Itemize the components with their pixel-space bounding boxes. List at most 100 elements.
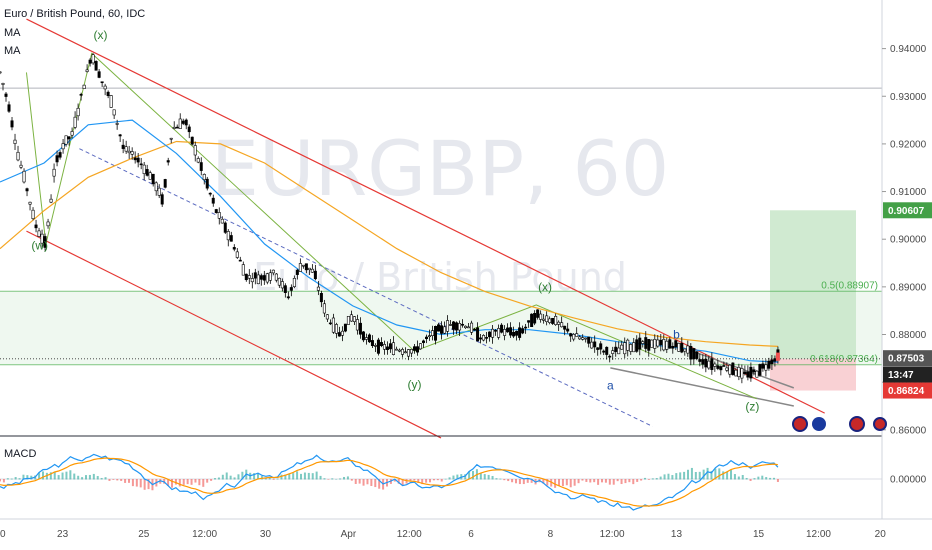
indicator-ma-1[interactable]: MA [4, 27, 21, 39]
candle-body [343, 323, 347, 332]
macd-histogram-bar [104, 477, 107, 480]
candle-body [605, 346, 609, 355]
macd-histogram-bar [182, 479, 185, 485]
candle-body [10, 120, 14, 128]
macd-histogram-bar [745, 477, 748, 480]
macd-histogram-bar [100, 477, 103, 480]
candle-body [109, 95, 113, 108]
candle-body [728, 364, 732, 375]
macd-histogram-bar [18, 478, 21, 480]
candle-body [73, 116, 77, 128]
macd-histogram-bar [57, 475, 60, 480]
candle-body [229, 235, 233, 242]
candle-body [638, 337, 642, 350]
candle-body [521, 328, 525, 334]
candle-body [319, 293, 323, 303]
macd-histogram-bar [73, 473, 76, 480]
macd-histogram-bar [128, 479, 131, 483]
candle-body [316, 286, 320, 291]
candle-body [479, 337, 483, 340]
x-tick-label: 20 [875, 529, 887, 540]
candle-body [223, 222, 227, 233]
macd-histogram-bar [448, 477, 451, 480]
macd-histogram-bar [456, 474, 459, 480]
candle-body [22, 170, 26, 183]
macd-histogram-bar [339, 478, 342, 480]
macd-histogram-bar [581, 479, 584, 481]
candle-body [37, 230, 41, 237]
candle-body [644, 337, 648, 349]
candle-body [608, 355, 612, 358]
candle-body [647, 339, 651, 351]
candle-body [620, 344, 624, 350]
macd-histogram-bar [417, 479, 420, 483]
macd-histogram-bar [468, 471, 471, 480]
uk-flag-icon[interactable] [849, 416, 865, 432]
candle-body [665, 340, 669, 350]
macd-histogram-bar [225, 472, 228, 480]
candle-body [379, 342, 383, 346]
candle-body [560, 322, 564, 328]
candle-body [449, 324, 453, 326]
macd-histogram-bar [210, 479, 213, 481]
eu-flag-icon[interactable] [812, 417, 826, 431]
x-tick-label: 12:00 [806, 529, 831, 540]
candle-body [241, 264, 245, 276]
macd-histogram-bar [679, 472, 682, 480]
macd-histogram-bar [331, 478, 334, 480]
candle-body [440, 325, 444, 334]
candle-body [346, 316, 350, 325]
candle-body [226, 231, 230, 241]
price-layer [0, 53, 780, 384]
candle-body [46, 221, 50, 227]
macd-histogram-bar [413, 479, 416, 481]
uk-flag-icon[interactable] [873, 417, 887, 431]
candle-body [31, 209, 35, 220]
candle-body [722, 365, 726, 367]
last-candle [775, 352, 780, 361]
candle-body [758, 364, 762, 376]
candle-body [76, 107, 80, 117]
candle-body [596, 347, 600, 350]
candle-body [79, 94, 83, 96]
macd-histogram-bar [77, 475, 80, 480]
macd-histogram-bar [374, 479, 377, 488]
macd-title[interactable]: MACD [4, 448, 37, 460]
indicator-ma-2[interactable]: MA [4, 45, 21, 57]
candle-body [632, 342, 636, 353]
macd-histogram-bar [749, 479, 752, 481]
macd-histogram-bar [624, 479, 627, 484]
macd-histogram-bar [550, 479, 553, 487]
event-icons[interactable] [792, 416, 887, 432]
macd-histogram-bar [112, 479, 115, 480]
candle-body [740, 368, 744, 379]
macd-histogram-bar [651, 478, 654, 480]
candle-body [509, 327, 513, 336]
symbol-title[interactable]: Euro / British Pound, 60, IDC [4, 8, 146, 20]
candle-body [701, 359, 705, 365]
macd-histogram-bar [569, 479, 572, 488]
wave-label: (z) [745, 400, 759, 414]
candle-body [443, 326, 447, 334]
macd-histogram-bar [362, 479, 365, 486]
candle-body [437, 324, 441, 332]
macd-histogram-bar [612, 479, 615, 485]
candle-body [58, 152, 62, 158]
candle-body [277, 277, 281, 286]
candle-body [746, 371, 750, 378]
candle-body [166, 160, 170, 163]
macd-histogram-bar [217, 477, 220, 480]
uk-flag-icon[interactable] [792, 416, 808, 432]
candle-body [698, 359, 702, 362]
candle-body [551, 317, 555, 324]
macd-histogram-bar [526, 479, 529, 483]
candle-body [313, 270, 317, 280]
candle-body [175, 126, 179, 129]
x-tick-label: Apr [341, 529, 357, 540]
candle-body [337, 332, 341, 337]
candle-body [563, 325, 567, 330]
macd-histogram-bar [765, 477, 768, 480]
macd-histogram-bar [116, 479, 119, 481]
time-axis[interactable]: 20 23 25 12:00 30 Apr 12:00 6 8 12:00 13 15 12:00 20 [0, 529, 886, 540]
